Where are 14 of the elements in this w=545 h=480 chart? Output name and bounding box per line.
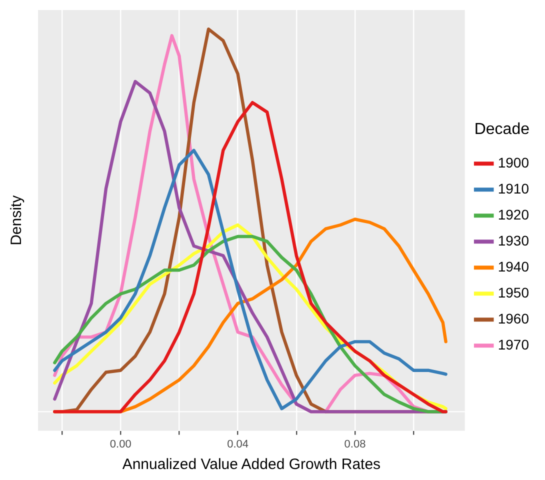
legend-title: Decade	[474, 120, 530, 138]
legend-label: 1930	[498, 232, 530, 248]
x-tick-label: 0.04	[227, 438, 249, 450]
y-axis-title: Density	[8, 194, 26, 246]
legend-label: 1910	[498, 180, 530, 196]
x-axis-title: Annualized Value Added Growth Rates	[122, 456, 381, 474]
legend-label: 1940	[498, 258, 530, 274]
legend-label: 1960	[498, 310, 530, 326]
legend-label: 1950	[498, 284, 530, 300]
x-tick-label: 0.00	[110, 438, 132, 450]
legend-label: 1970	[498, 336, 530, 352]
x-tick-label: 0.08	[344, 438, 366, 450]
legend-label: 1920	[498, 206, 530, 222]
legend-label: 1900	[498, 154, 530, 170]
